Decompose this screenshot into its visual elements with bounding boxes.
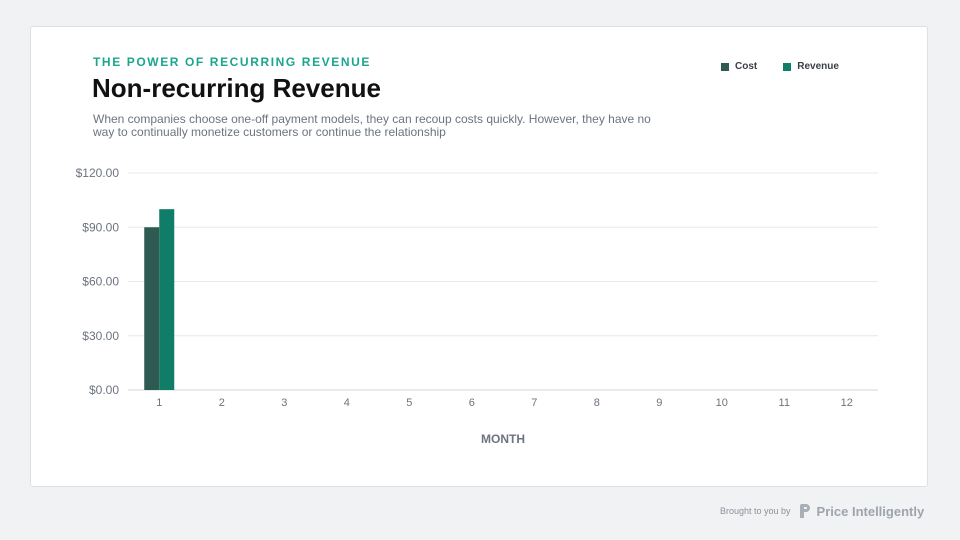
legend-swatch-revenue — [783, 62, 792, 71]
legend-swatch-cost — [721, 62, 729, 71]
x-tick-label: 5 — [406, 397, 412, 409]
x-tick-label: 11 — [779, 397, 790, 409]
x-tick-label: 12 — [841, 397, 853, 409]
chart-subtitle: When companies choose one-off payment mo… — [93, 112, 651, 139]
legend-label-cost: Cost — [735, 61, 758, 72]
y-tick-label: $60.00 — [82, 275, 119, 289]
y-tick-label: $30.00 — [82, 329, 119, 343]
x-tick-label: 6 — [469, 397, 475, 409]
x-tick-label: 1 — [156, 397, 162, 409]
brought-to-you-text: Brought to you by — [720, 506, 791, 516]
y-tick-label: $0.00 — [89, 383, 119, 397]
legend-item-cost[interactable]: Cost — [721, 61, 757, 72]
x-tick-label: 10 — [716, 397, 728, 409]
x-axis-title: MONTH — [481, 432, 525, 446]
bar-revenue — [159, 209, 175, 390]
brand[interactable]: Price Intelligently — [797, 503, 925, 519]
x-tick-label: 3 — [281, 397, 287, 409]
x-tick-label: 8 — [594, 397, 600, 409]
chart-legend: Cost Revenue — [721, 61, 839, 72]
y-tick-label: $90.00 — [82, 220, 119, 234]
x-tick-label: 7 — [531, 397, 537, 409]
legend-label-revenue: Revenue — [797, 61, 839, 72]
legend-item-revenue[interactable]: Revenue — [783, 61, 839, 72]
price-intelligently-logo-icon — [799, 504, 810, 518]
x-tick-label: 4 — [344, 397, 350, 409]
chart-title: Non-recurring Revenue — [92, 73, 381, 103]
brand-name: Price Intelligently — [816, 503, 925, 519]
footer: Brought to you by Price Intelligently — [720, 503, 924, 519]
x-tick-label: 2 — [219, 397, 225, 409]
chart-card: THE POWER OF RECURRING REVENUE Non-recur… — [30, 26, 928, 487]
eyebrow-heading: THE POWER OF RECURRING REVENUE — [93, 55, 372, 69]
bar-cost — [144, 227, 160, 390]
y-tick-label: $120.00 — [76, 166, 120, 180]
x-tick-label: 9 — [656, 397, 662, 409]
